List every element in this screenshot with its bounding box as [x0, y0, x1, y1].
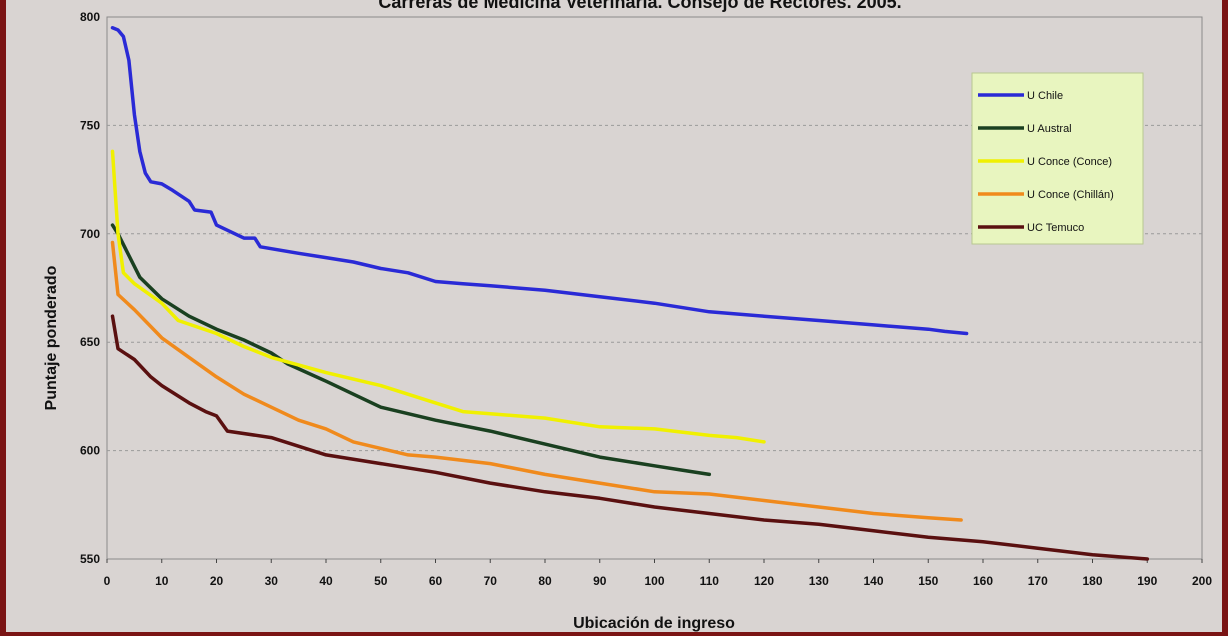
x-tick-label: 110	[700, 574, 720, 588]
x-tick-label: 170	[1028, 574, 1048, 588]
series-line-5	[110, 314, 1150, 561]
x-tick-label: 190	[1137, 574, 1157, 588]
series-line-3	[110, 149, 766, 444]
legend-label: UC Temuco	[1027, 222, 1084, 234]
x-tick-label: 150	[918, 574, 938, 588]
y-tick-label: 700	[80, 227, 100, 241]
x-tick-label: 30	[265, 574, 279, 588]
line-chart: Carreras de Medicina Veterinaria. Consej…	[43, 0, 1212, 632]
x-tick-label: 120	[754, 574, 774, 588]
x-tick-label: 200	[1192, 574, 1212, 588]
x-tick-label: 180	[1082, 574, 1102, 588]
x-tick-label: 10	[155, 574, 169, 588]
legend-label: U Conce (Chillán)	[1027, 189, 1114, 201]
x-tick-label: 160	[973, 574, 993, 588]
x-tick-label: 100	[644, 574, 664, 588]
y-axis-title: Puntaje ponderado	[43, 265, 60, 410]
series-line-1	[110, 26, 969, 336]
y-tick-label: 800	[80, 10, 100, 24]
x-tick-label: 40	[319, 574, 333, 588]
legend-label: U Chile	[1027, 90, 1063, 102]
series-line-2	[110, 223, 712, 477]
chart-frame: Carreras de Medicina Veterinaria. Consej…	[6, 0, 1222, 632]
legend-label: U Conce (Conce)	[1027, 156, 1112, 168]
x-tick-label: 90	[593, 574, 607, 588]
series-line-4	[110, 240, 963, 522]
x-tick-label: 130	[809, 574, 829, 588]
x-tick-label: 50	[374, 574, 388, 588]
x-tick-label: 20	[210, 574, 224, 588]
x-tick-label: 60	[429, 574, 443, 588]
x-tick-label: 0	[104, 574, 111, 588]
y-tick-label: 750	[80, 118, 100, 132]
legend-label: U Austral	[1027, 123, 1072, 135]
y-tick-label: 650	[80, 335, 100, 349]
x-tick-label: 140	[863, 574, 883, 588]
chart-title: Carreras de Medicina Veterinaria. Consej…	[378, 0, 901, 12]
x-tick-label: 70	[484, 574, 498, 588]
x-axis-title: Ubicación de ingreso	[573, 615, 735, 632]
y-tick-label: 600	[80, 444, 100, 458]
y-tick-label: 550	[80, 552, 100, 566]
x-tick-label: 80	[538, 574, 552, 588]
legend-box	[971, 72, 1144, 245]
